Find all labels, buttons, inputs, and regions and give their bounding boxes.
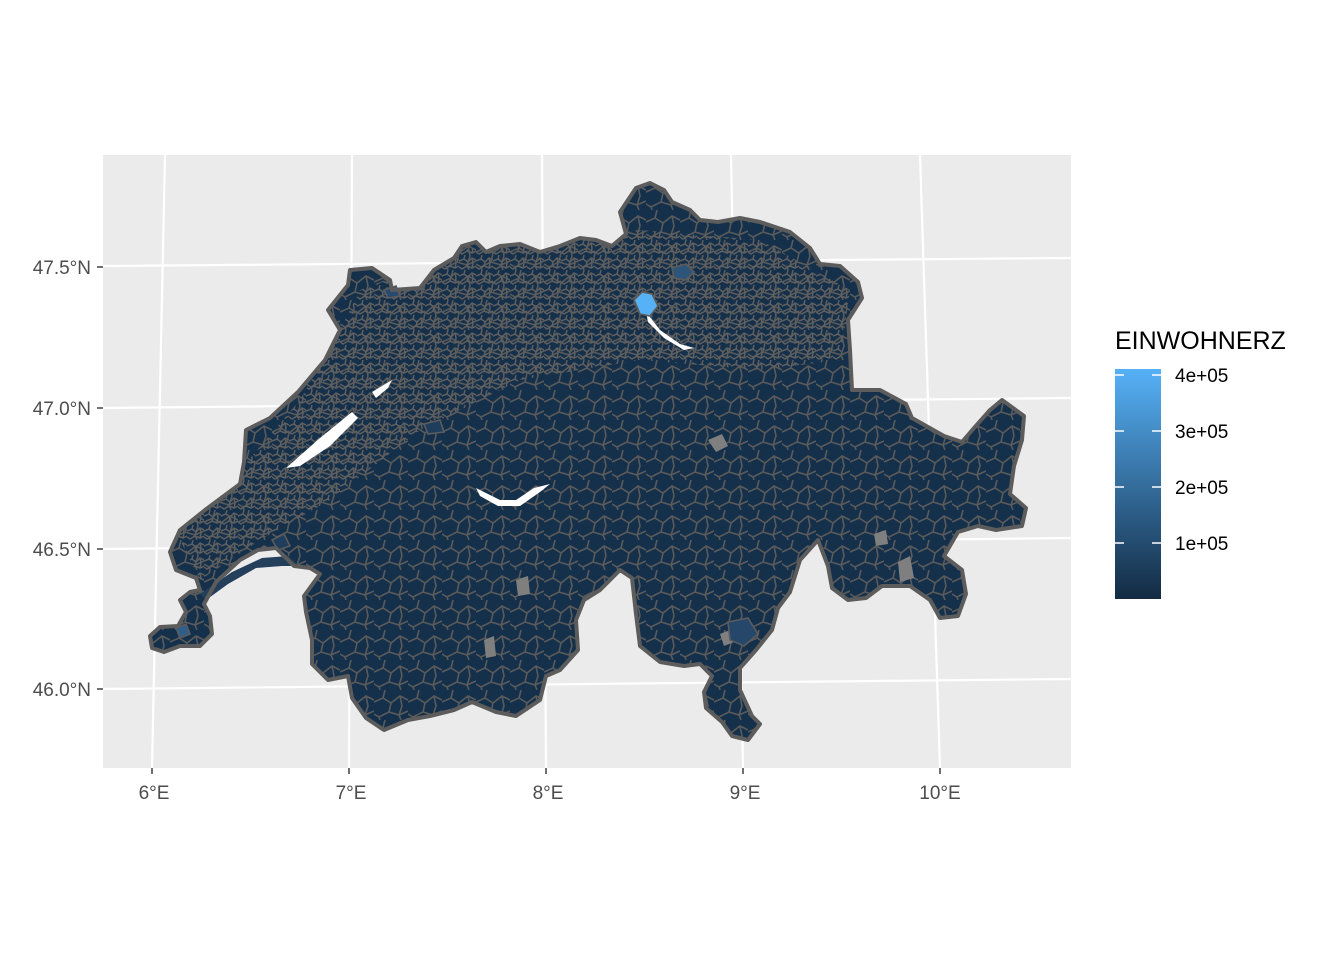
legend: EINWOHNERZ 4e+05 3e+05 2e+05 1e+05 [1115, 327, 1286, 599]
y-tick-label: 46.5°N [33, 540, 91, 561]
x-tick-label: 9°E [730, 783, 761, 804]
legend-label: 3e+05 [1175, 422, 1228, 443]
y-tick-label: 47.0°N [33, 399, 91, 420]
legend-label: 4e+05 [1175, 366, 1228, 387]
na-area-1 [516, 576, 530, 596]
legend-ticks [1115, 374, 1161, 544]
na-area-2 [484, 636, 496, 658]
lake-walen [708, 434, 728, 452]
meridian-6 [150, 154, 167, 769]
y-tick-label: 47.5°N [33, 258, 91, 279]
municipality-zurich [633, 291, 659, 317]
legend-label: 2e+05 [1175, 478, 1228, 499]
lake-biel [372, 380, 392, 398]
municipality-bern [422, 419, 446, 435]
y-axis: 47.5°N 47.0°N 46.5°N 46.0°N [33, 258, 103, 701]
x-tick-label: 6°E [139, 783, 170, 804]
legend-title: EINWOHNERZ [1115, 327, 1286, 355]
country-outline [148, 181, 1028, 742]
na-area-4 [874, 530, 888, 546]
lake-thun-brienz [476, 484, 550, 506]
y-tick-label: 46.0°N [33, 680, 91, 701]
lakes [200, 312, 914, 658]
municipality-winterthur [671, 263, 696, 281]
x-axis: 6°E 7°E 8°E 9°E 10°E [139, 768, 961, 804]
municipality-lugano [727, 617, 760, 647]
na-area-3 [898, 556, 914, 582]
x-tick-label: 7°E [336, 783, 367, 804]
legend-label: 1e+05 [1175, 534, 1228, 555]
parallel-46-0 [102, 677, 1072, 691]
legend-colorbar [1115, 369, 1161, 599]
highlighted-municipalities [174, 263, 760, 647]
municipality-geneve [174, 622, 192, 640]
lake-neuchatel [286, 412, 358, 468]
x-tick-label: 10°E [919, 783, 960, 804]
x-tick-label: 8°E [533, 783, 564, 804]
